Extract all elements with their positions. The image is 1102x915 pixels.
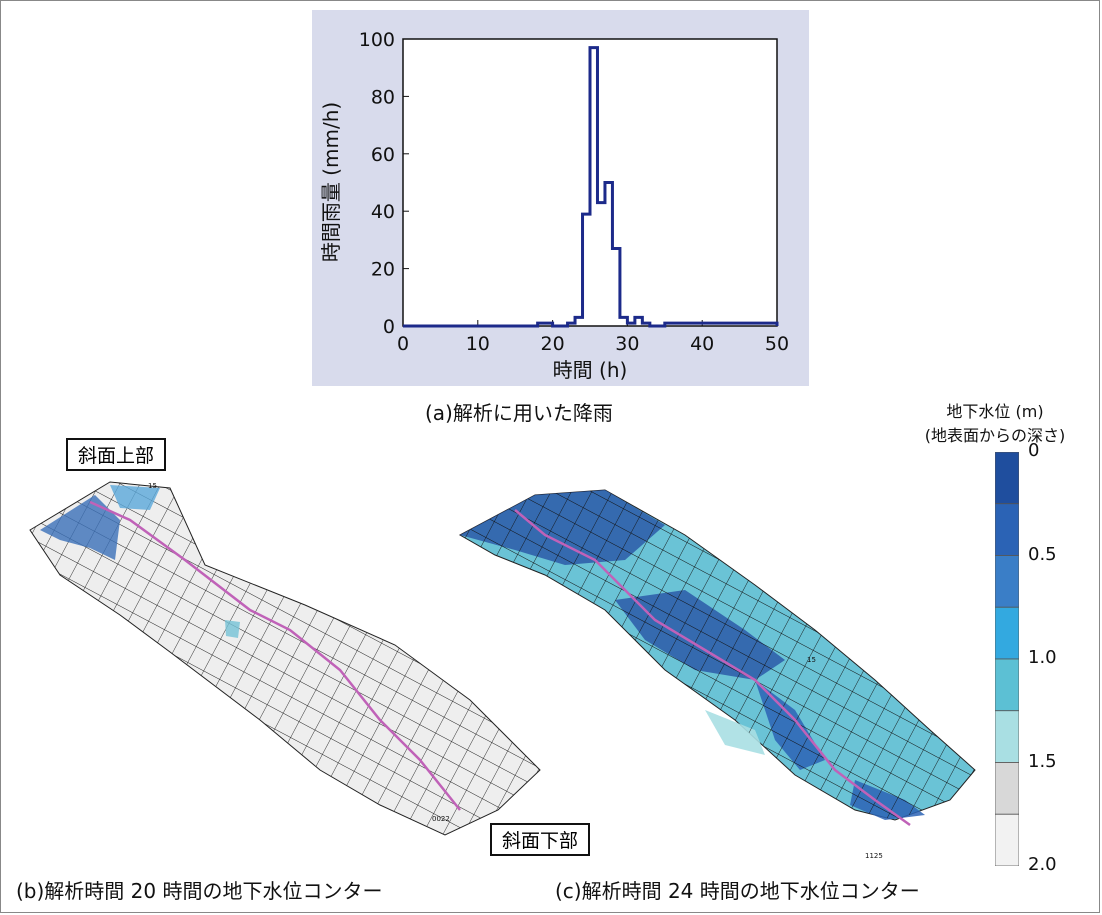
legend-tick-label: 1.5	[1028, 750, 1057, 772]
y-tick-label: 20	[371, 259, 395, 281]
legend-swatch	[995, 762, 1019, 815]
y-tick-label: 100	[359, 29, 395, 51]
legend-swatch	[995, 710, 1019, 763]
rainfall-axis-ticks: 0 10 20 30 40 50 0 20 40 60 80 100	[359, 29, 789, 355]
y-axis-label: 時間雨量 (mm/h)	[319, 102, 343, 262]
x-tick-label: 30	[615, 333, 639, 355]
x-tick-label: 10	[466, 333, 490, 355]
legend-title-line2: (地表面からの深さ)	[924, 426, 1066, 445]
y-tick-label: 40	[371, 201, 395, 223]
legend-tick-label: 0.5	[1028, 543, 1057, 565]
caption-c: (c)解析時間 24 時間の地下水位コンター	[555, 879, 920, 903]
stream-line	[89, 500, 461, 811]
x-axis-label: 時間 (h)	[553, 358, 628, 382]
rainfall-chart: 0 10 20 30 40 50 0 20 40 60 80 100 時間 (h) 時間雨量 (mm/…	[319, 29, 789, 382]
groundwater-spot	[225, 620, 240, 638]
mesh-grid	[30, 482, 540, 835]
contour-map-20h: 15 0022	[29, 481, 541, 836]
node-label-top: 15	[148, 482, 157, 490]
legend-swatch	[995, 813, 1019, 866]
legend-swatch	[995, 452, 1019, 505]
legend-swatch	[995, 606, 1019, 660]
caption-b: (b)解析時間 20 時間の地下水位コンター	[16, 879, 383, 903]
lower-slope-label: 斜面下部	[490, 823, 591, 856]
groundwater-zone-mid	[110, 485, 160, 510]
legend-swatch	[995, 503, 1019, 556]
legend-swatch	[995, 555, 1019, 608]
legend-tick-label: 0	[1028, 440, 1040, 461]
contour-map-24h: 15 1125	[458, 489, 976, 860]
y-tick-label: 0	[383, 316, 395, 338]
legend-title-line1: 地下水位 (m)	[946, 402, 1044, 421]
legend-swatch	[995, 658, 1019, 712]
x-tick-label: 0	[397, 333, 409, 355]
legend-tick-label: 1.0	[1028, 647, 1057, 668]
groundwater-zone-shallow	[40, 495, 120, 560]
upper-slope-label: 斜面上部	[66, 438, 167, 471]
x-tick-label: 40	[690, 333, 714, 355]
y-tick-label: 60	[371, 144, 395, 166]
node-label-mid: 15	[807, 656, 816, 664]
x-tick-label: 50	[765, 333, 789, 355]
x-tick-label: 20	[541, 333, 565, 355]
mesh-grid-c	[460, 490, 975, 820]
legend-tick-label: 2.0	[1028, 854, 1057, 875]
legend-title: 地下水位 (m) (地表面からの深さ)	[905, 398, 1085, 446]
node-label-bottom-c: 1125	[865, 852, 883, 860]
node-label-bottom: 0022	[432, 815, 450, 823]
legend-colorbar	[995, 452, 1019, 866]
rainfall-series-line	[403, 46, 779, 328]
deeper-zone	[705, 710, 765, 755]
caption-a: (a)解析に用いた降雨	[425, 401, 613, 425]
y-tick-label: 80	[371, 86, 395, 108]
stream-line-c	[514, 509, 911, 827]
